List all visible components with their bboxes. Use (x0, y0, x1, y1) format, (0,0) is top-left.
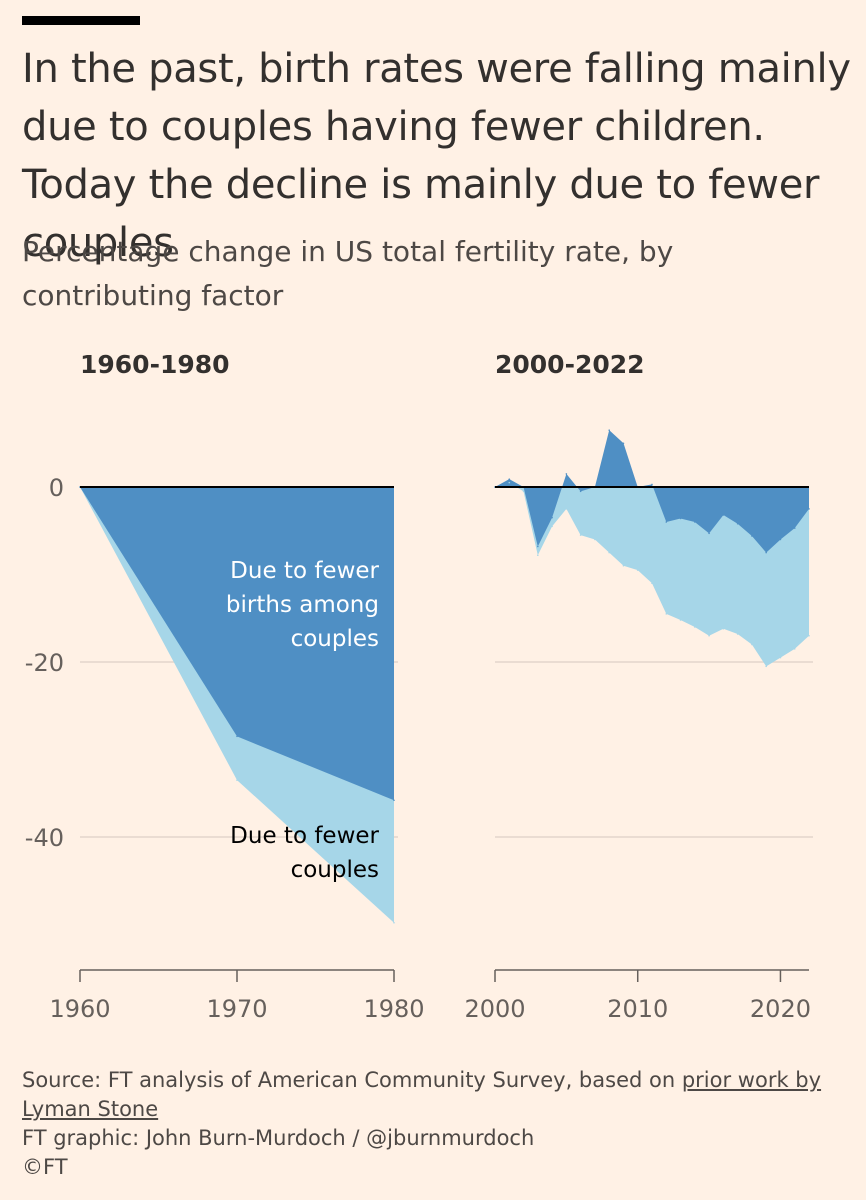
point-couples-2000-2022-2013 (679, 619, 682, 621)
panel-title-2000-2022: 2000-2022 (495, 350, 645, 379)
point-births-1960-1980-1980 (393, 799, 395, 802)
chart-subtitle: Percentage change in US total fertility … (22, 235, 674, 312)
x-tick-label-1960: 1960 (49, 995, 110, 1023)
point-couples-2000-2022-2021 (793, 648, 796, 650)
copyright-text: ©FT (22, 1155, 68, 1179)
point-couples-2000-2022-2016 (722, 627, 725, 630)
point-couples-2000-2022-2009 (622, 564, 625, 567)
chart-title: In the past, birth rates were falling ma… (22, 46, 851, 266)
point-births-2000-2022-2001 (508, 478, 511, 480)
point-births-2000-2022-2013 (679, 517, 682, 520)
point-births-2000-2022-2014 (694, 521, 696, 523)
source-link[interactable]: prior work by Lyman Stone (22, 1068, 822, 1121)
point-couples-2000-2022-2020 (779, 656, 782, 659)
area-fewer-couples-2000-2022 (495, 482, 809, 667)
point-births-2000-2022-2021 (793, 527, 796, 529)
point-couples-2000-2022-2019 (765, 665, 767, 668)
y-tick-label-1: -20 (25, 649, 64, 677)
area-fewer-births-1960-1980 (80, 487, 394, 801)
point-births-2000-2022-2004 (551, 516, 553, 519)
point-births-2000-2022-2012 (665, 521, 668, 523)
point-births-2000-2022-2011 (651, 483, 653, 486)
x-tick-label-2010: 2010 (607, 995, 668, 1023)
annotation-couples-line-0: Due to fewer (230, 823, 379, 849)
point-births-2000-2022-2008 (608, 429, 610, 431)
point-births-2000-2022-2019 (765, 551, 767, 554)
point-couples-2000-2022-2017 (736, 633, 739, 635)
point-births-2000-2022-2005 (565, 473, 568, 475)
ft-top-bar (22, 16, 140, 25)
point-couples-2000-2022-2012 (665, 613, 668, 615)
point-couples-2000-2022-2014 (694, 626, 696, 628)
point-couples-2000-2022-2002 (522, 490, 525, 493)
point-couples-2000-2022-2011 (651, 582, 653, 585)
x-tick-label-2020: 2020 (750, 995, 811, 1023)
x-tick-label-1980: 1980 (363, 995, 424, 1023)
point-births-2000-2022-2020 (779, 538, 782, 541)
chart-area: 1960 1970 1980 2000 2010 2020 0 -20 -40 Due to fe… (25, 429, 813, 1023)
point-births-2000-2022-2016 (722, 514, 725, 516)
point-births-1960-1980-1970 (236, 735, 238, 738)
annotation-births-line-0: Due to fewer (230, 558, 379, 584)
point-couples-2000-2022-2005 (565, 508, 568, 510)
point-couples-2000-2022-2008 (608, 551, 610, 554)
point-births-2000-2022-2018 (751, 535, 753, 537)
point-couples-1960-1980-1970 (236, 779, 238, 781)
point-couples-2000-2022-2018 (751, 643, 753, 646)
point-births-2000-2022-2022 (808, 508, 810, 510)
point-couples-2000-2022-2010 (636, 569, 639, 571)
area-fewer-births-2000-2022 (495, 430, 809, 553)
point-couples-1960-1980-1980 (393, 921, 395, 924)
panel-title-1960-1980: 1960-1980 (80, 350, 230, 379)
point-births-2000-2022-2003 (537, 545, 539, 548)
annotation-births-line-1: births among (226, 592, 379, 618)
point-births-2000-2022-2017 (736, 522, 739, 525)
point-births-2000-2022-2006 (579, 490, 582, 493)
annotation-couples-line-1: couples (291, 857, 379, 883)
point-couples-2000-2022-2003 (537, 554, 539, 557)
x-tick-label-2000: 2000 (464, 995, 525, 1023)
annotation-births-line-2: couples (291, 626, 379, 652)
point-births-2000-2022-2009 (622, 442, 625, 445)
point-couples-2000-2022-2004 (551, 525, 553, 528)
point-couples-2000-2022-2007 (594, 538, 596, 541)
y-tick-label-2: -40 (25, 824, 64, 852)
point-couples-2000-2022-2006 (579, 534, 582, 536)
y-tick-label-0: 0 (49, 474, 64, 502)
point-births-2000-2022-2015 (708, 532, 710, 535)
point-couples-2000-2022-2001 (508, 481, 511, 484)
credit-text: FT graphic: John Burn-Murdoch / @jburnmu… (22, 1126, 535, 1150)
footer: Source: FT analysis of American Communit… (22, 1066, 852, 1182)
source-text: Source: FT analysis of American Communit… (22, 1068, 682, 1092)
point-couples-2000-2022-2022 (808, 634, 810, 637)
x-tick-label-1970: 1970 (206, 995, 267, 1023)
point-couples-2000-2022-2015 (708, 634, 710, 637)
